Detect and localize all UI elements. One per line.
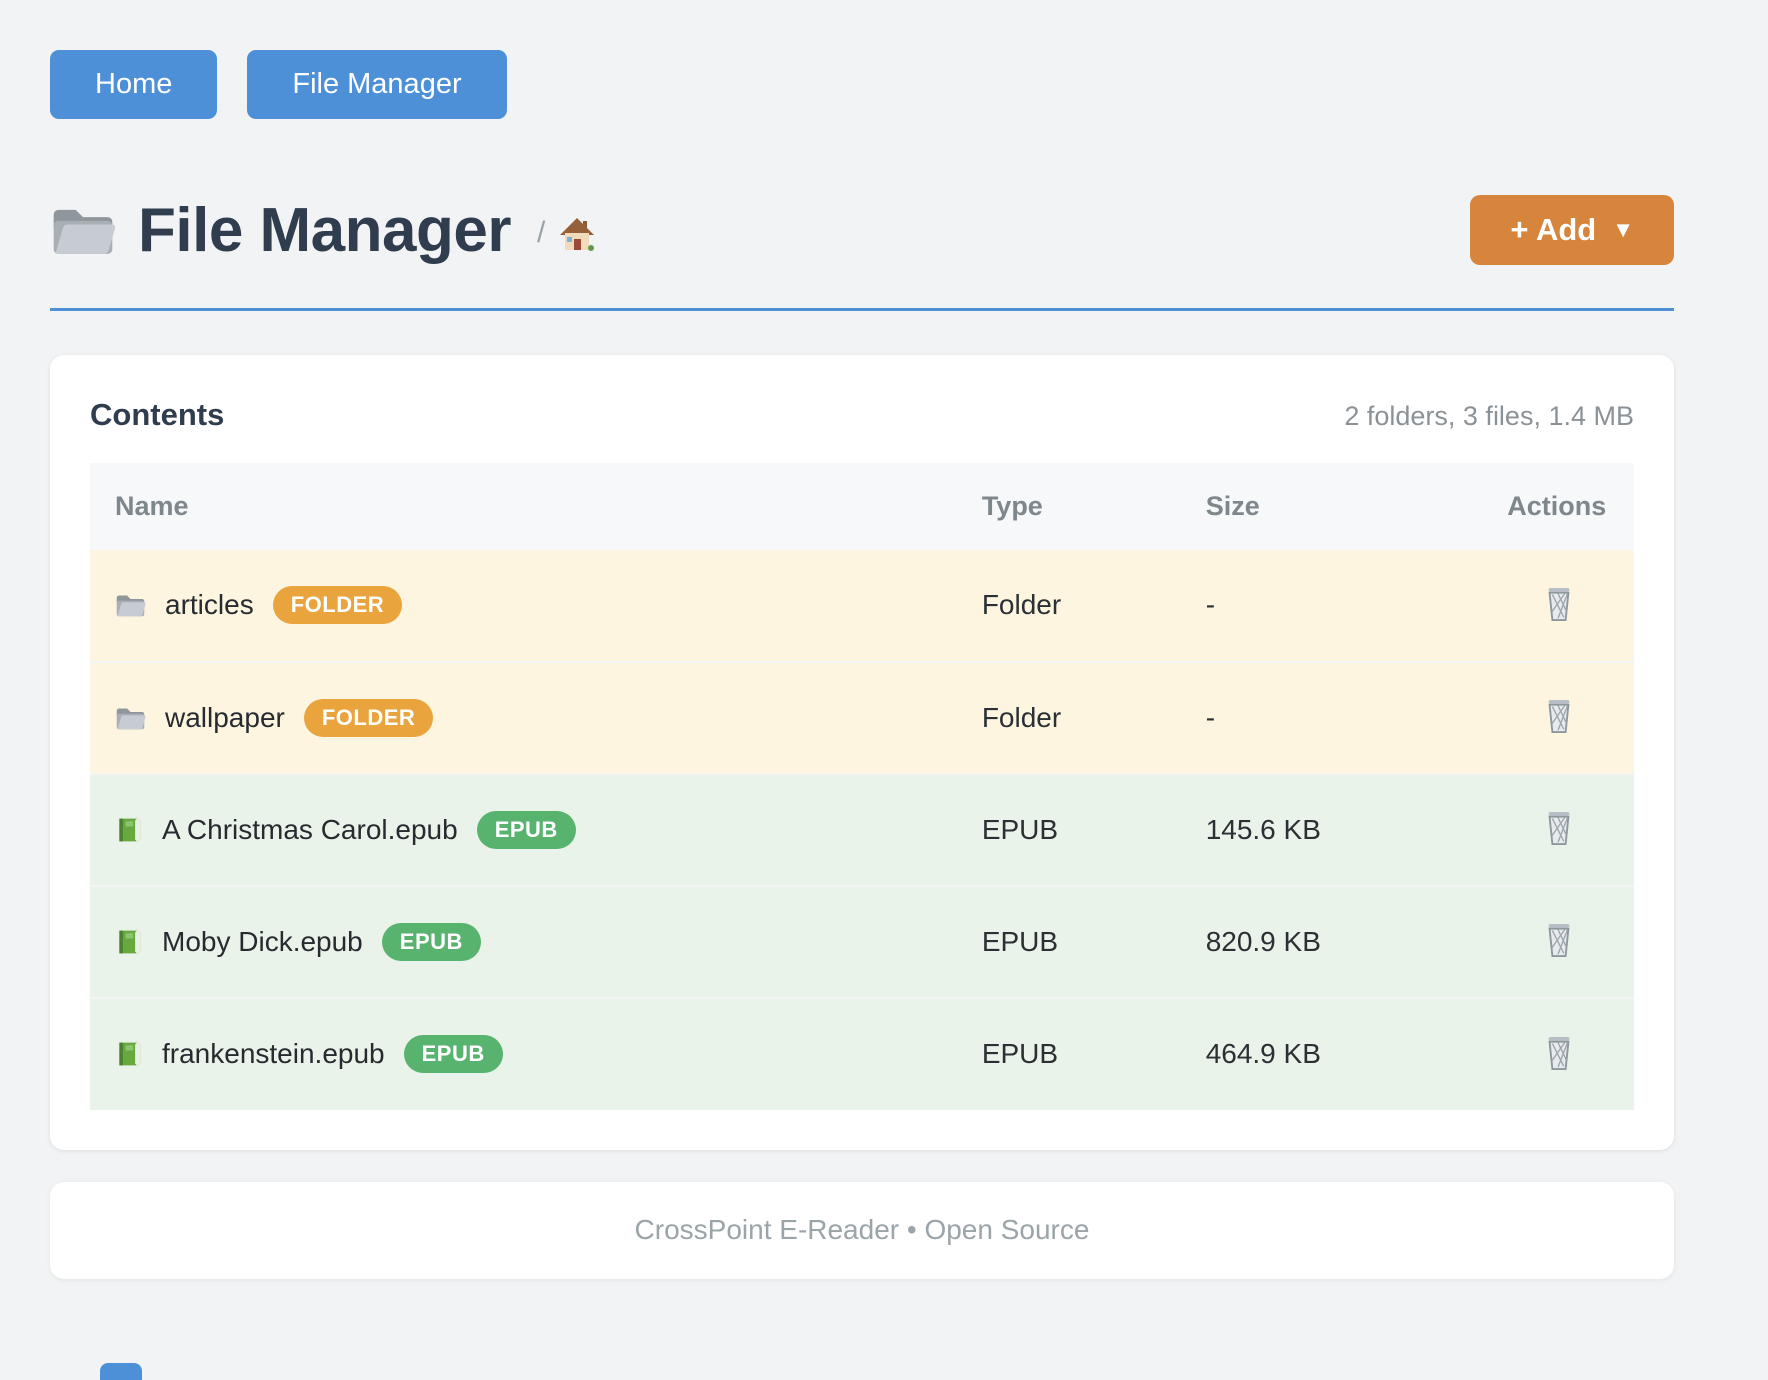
table-header-row: Name Type Size Actions — [90, 462, 1634, 550]
add-button[interactable]: + Add ▼ — [1470, 195, 1674, 266]
file-type: EPUB — [977, 885, 1202, 999]
chevron-down-icon: ▼ — [1612, 217, 1634, 243]
file-size: 145.6 KB — [1201, 773, 1480, 887]
home-button[interactable]: Home — [50, 50, 218, 119]
trash-icon — [1542, 585, 1576, 623]
delete-button[interactable] — [1538, 693, 1580, 742]
breadcrumb-separator: / — [537, 216, 546, 250]
file-manager-button[interactable]: File Manager — [247, 50, 507, 119]
column-header-type: Type — [977, 462, 1202, 550]
folder-icon — [115, 705, 146, 731]
footer-text: CrossPoint E-Reader • Open Source — [634, 1214, 1090, 1246]
folder-badge: FOLDER — [272, 586, 403, 625]
table-row: frankenstein.epub EPUB EPUB 464.9 KB — [90, 997, 1634, 1110]
file-size: - — [1201, 549, 1480, 663]
delete-button[interactable] — [1538, 1030, 1580, 1079]
table-row: A Christmas Carol.epub EPUB EPUB 145.6 K… — [90, 773, 1634, 887]
file-name-link[interactable]: Moby Dick.epub — [162, 925, 363, 957]
trash-icon — [1542, 1034, 1576, 1072]
column-header-size: Size — [1201, 462, 1480, 550]
file-name-link[interactable]: A Christmas Carol.epub — [162, 813, 458, 845]
book-icon — [115, 1039, 143, 1069]
add-button-label: + Add — [1510, 212, 1597, 248]
file-type: Folder — [977, 549, 1202, 663]
page-title: File Manager — [138, 195, 512, 265]
epub-badge: EPUB — [403, 1035, 503, 1074]
trash-icon — [1542, 809, 1576, 847]
footer-card: CrossPoint E-Reader • Open Source — [50, 1181, 1674, 1279]
contents-card: Contents 2 folders, 3 files, 1.4 MB Name… — [50, 354, 1674, 1150]
file-type: Folder — [977, 661, 1202, 775]
file-name-link[interactable]: articles — [165, 589, 254, 621]
epub-badge: EPUB — [476, 810, 576, 849]
trash-icon — [1542, 921, 1576, 959]
table-row: Moby Dick.epub EPUB EPUB 820.9 KB — [90, 885, 1634, 999]
contents-summary: 2 folders, 3 files, 1.4 MB — [1344, 400, 1634, 431]
folder-icon — [50, 202, 116, 258]
folder-icon — [115, 592, 146, 618]
table-row: wallpaper FOLDER Folder - — [90, 661, 1634, 775]
trash-icon — [1542, 697, 1576, 735]
file-size: 820.9 KB — [1201, 885, 1480, 999]
file-type: EPUB — [977, 997, 1202, 1110]
book-icon — [115, 927, 143, 957]
file-name-link[interactable]: wallpaper — [165, 701, 285, 733]
delete-button[interactable] — [1538, 805, 1580, 854]
title-divider — [50, 307, 1674, 311]
delete-button[interactable] — [1538, 917, 1580, 966]
top-nav: Home File Manager — [50, 50, 1674, 119]
title-row: File Manager / + Add ▼ — [50, 195, 1674, 266]
file-size: - — [1201, 661, 1480, 775]
file-table: Name Type Size Actions articles FOLDER F… — [90, 462, 1634, 1110]
home-icon[interactable] — [559, 216, 595, 252]
file-type: EPUB — [977, 773, 1202, 887]
folder-badge: FOLDER — [303, 698, 434, 737]
file-size: 464.9 KB — [1201, 997, 1480, 1110]
contents-title: Contents — [90, 396, 225, 432]
file-name-link[interactable]: frankenstein.epub — [162, 1038, 385, 1070]
column-header-actions: Actions — [1479, 462, 1634, 550]
book-icon — [115, 815, 143, 845]
page: Home File Manager File Manager / + Add ▼… — [50, 50, 1674, 1279]
epub-badge: EPUB — [381, 922, 481, 961]
delete-button[interactable] — [1538, 581, 1580, 630]
partial-bottom-button[interactable] — [100, 1363, 142, 1380]
table-row: articles FOLDER Folder - — [90, 549, 1634, 663]
column-header-name: Name — [90, 462, 978, 550]
